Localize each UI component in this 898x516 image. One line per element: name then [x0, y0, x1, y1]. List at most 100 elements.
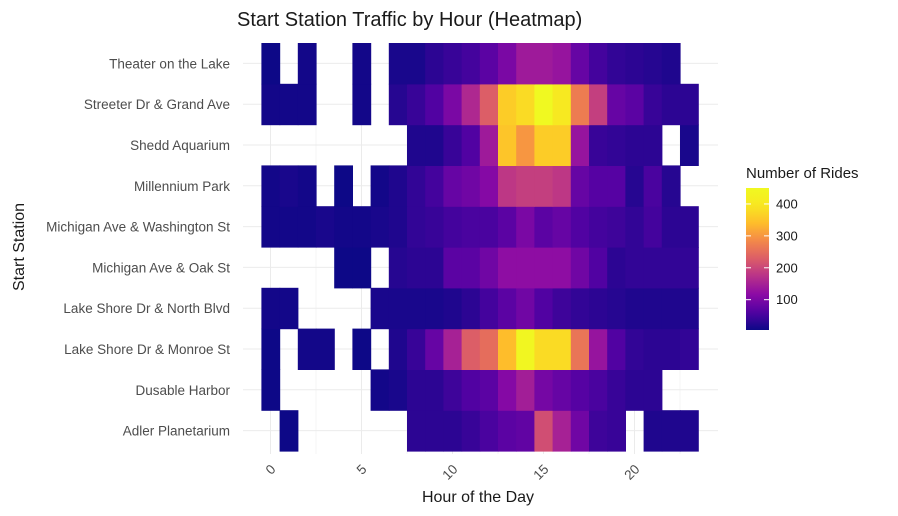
heatmap-cell: [661, 165, 681, 207]
heatmap-cell: [425, 83, 444, 126]
heatmap-cell: [643, 287, 663, 330]
color-legend: Number of Rides 100 200 300 400: [746, 165, 859, 330]
heatmap-cell: [516, 369, 535, 411]
heatmap-cell: [661, 410, 681, 452]
heatmap-cell: [279, 287, 299, 330]
heatmap-cell: [425, 124, 444, 166]
heatmap-cell: [680, 410, 699, 452]
heatmap-cell: [461, 165, 481, 207]
heatmap-cell: [643, 328, 663, 370]
heatmap-cell: [534, 328, 554, 370]
x-tick-label: 15: [530, 462, 551, 483]
heatmap-cell: [643, 206, 663, 248]
heatmap-cell: [461, 43, 481, 85]
heatmap-cell: [661, 247, 681, 289]
heatmap-cell: [443, 83, 463, 126]
heatmap-cell: [261, 83, 281, 126]
y-tick-label: Streeter Dr & Grand Ave: [84, 97, 230, 112]
heatmap-cell: [498, 287, 517, 330]
heatmap-cell: [370, 165, 390, 207]
x-tick-labels: 0 5 10 15 20: [263, 462, 643, 483]
heatmap-cell: [261, 287, 281, 330]
heatmap-cell: [425, 287, 444, 330]
heatmap-cell: [516, 247, 535, 289]
heatmap-cell: [589, 206, 608, 248]
heatmap-cell: [407, 206, 426, 248]
heatmap-cell: [552, 124, 572, 166]
y-tick-label: Dusable Harbor: [135, 383, 230, 398]
heatmap-cell: [407, 287, 426, 330]
heatmap-cell: [625, 124, 645, 166]
heatmap-cell: [643, 43, 663, 85]
heatmap-cell: [479, 287, 499, 330]
heatmap-cell: [680, 247, 699, 289]
heatmap-cell: [607, 328, 626, 370]
heatmap-cell: [625, 83, 645, 126]
heatmap-cell: [479, 43, 499, 85]
heatmap-cell: [680, 124, 699, 166]
y-tick-label: Adler Planetarium: [123, 424, 230, 439]
legend-tick-label: 200: [776, 260, 798, 275]
heatmap-cell: [570, 247, 590, 289]
x-tick-label: 0: [263, 462, 279, 478]
heatmap-cell: [443, 287, 463, 330]
heatmap-cell: [407, 165, 426, 207]
heatmap-cell: [443, 43, 463, 85]
heatmap-cell: [516, 43, 535, 85]
heatmap-cell: [552, 247, 572, 289]
heatmap-cell: [479, 165, 499, 207]
legend-tick-label: 300: [776, 228, 798, 243]
heatmap-cell: [607, 165, 626, 207]
heatmap-cell: [297, 206, 317, 248]
heatmap-cell: [388, 206, 408, 248]
heatmap-cell: [516, 206, 535, 248]
heatmap-cell: [479, 206, 499, 248]
heatmap-cell: [425, 369, 444, 411]
heatmap-cell: [479, 247, 499, 289]
heatmap-cell: [479, 83, 499, 126]
y-tick-label: Lake Shore Dr & North Blvd: [63, 301, 230, 316]
heatmap-cell: [443, 165, 463, 207]
heatmap-cell: [534, 124, 554, 166]
heatmap-cell: [607, 206, 626, 248]
legend-colorbar: [746, 188, 769, 330]
heatmap-cell: [607, 287, 626, 330]
heatmap-cell: [570, 410, 590, 452]
y-tick-label: Shedd Aquarium: [130, 138, 230, 153]
heatmap-cell: [352, 43, 372, 85]
heatmap-cell: [607, 247, 626, 289]
heatmap-cell: [407, 369, 426, 411]
heatmap-cell: [589, 43, 608, 85]
heatmap-cell: [425, 410, 444, 452]
heatmap-cell: [479, 328, 499, 370]
heatmap-cell: [589, 165, 608, 207]
heatmap-cell: [534, 410, 554, 452]
heatmap-cell: [352, 247, 372, 289]
heatmap-cell: [516, 165, 535, 207]
heatmap-cell: [407, 410, 426, 452]
x-tick-label: 10: [439, 462, 460, 483]
heatmap-cell: [425, 247, 444, 289]
heatmap-cell: [498, 206, 517, 248]
heatmap-cell: [552, 206, 572, 248]
heatmap-cell: [552, 287, 572, 330]
heatmap-cell: [279, 410, 299, 452]
heatmap-cell: [388, 43, 408, 85]
heatmap-cell: [352, 83, 372, 126]
heatmap-cell: [388, 369, 408, 411]
y-tick-label: Lake Shore Dr & Monroe St: [64, 342, 230, 357]
heatmap-cell: [297, 43, 317, 85]
heatmap-cell: [498, 369, 517, 411]
heatmap-cell: [334, 247, 353, 289]
heatmap-cell: [297, 83, 317, 126]
heatmap-cell: [625, 369, 645, 411]
heatmap-cell: [570, 206, 590, 248]
heatmap-cell: [643, 247, 663, 289]
heatmap-cell: [570, 369, 590, 411]
heatmap-cell: [516, 124, 535, 166]
legend-title: Number of Rides: [746, 165, 859, 182]
heatmap-cell: [607, 369, 626, 411]
heatmap-cell: [552, 410, 572, 452]
heatmap-cell: [498, 43, 517, 85]
heatmap-cell: [334, 206, 353, 248]
